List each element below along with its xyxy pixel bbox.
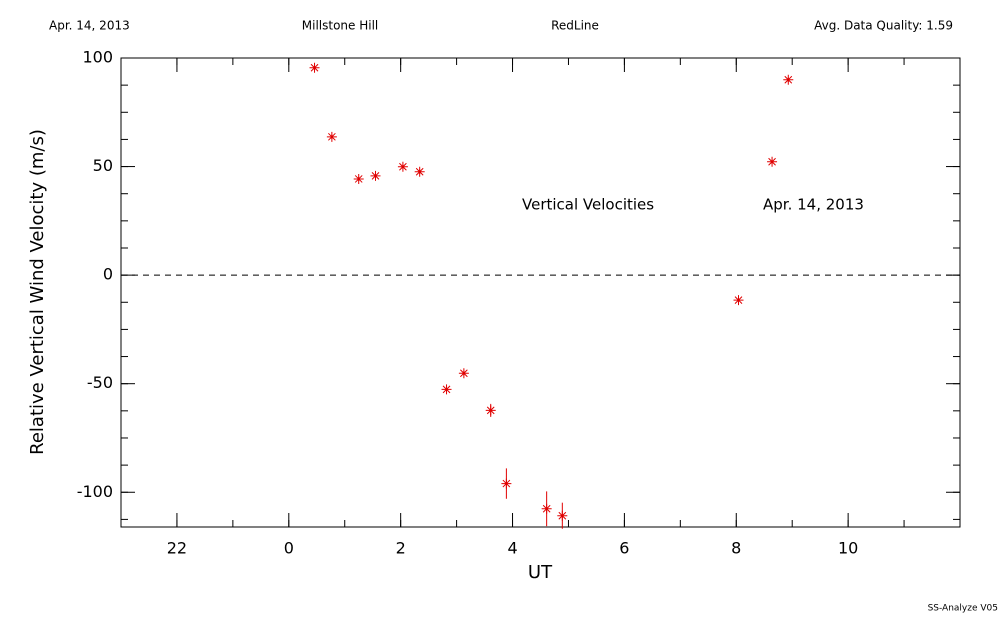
point <box>541 503 552 514</box>
point <box>485 405 496 416</box>
x-tick-label: 4 <box>507 539 517 558</box>
x-tick-label: 8 <box>731 539 741 558</box>
x-axis-label: UT <box>528 562 553 583</box>
x-tick-label: 22 <box>167 539 187 558</box>
header-quality: Avg. Data Quality: 1.59 <box>814 19 953 33</box>
point <box>326 131 337 142</box>
point <box>767 156 778 167</box>
point <box>414 166 425 177</box>
point <box>733 295 744 306</box>
y-tick-label: -50 <box>87 373 113 392</box>
annotation: Apr. 14, 2013 <box>763 196 864 214</box>
footer: SS-Analyze V05 <box>928 604 998 614</box>
x-tick-label: 0 <box>284 539 294 558</box>
point <box>309 62 320 73</box>
point <box>783 74 794 85</box>
y-tick-label: -100 <box>77 482 113 501</box>
x-tick-label: 6 <box>619 539 629 558</box>
plot-frame <box>120 57 961 528</box>
point <box>441 384 452 395</box>
point <box>370 170 381 181</box>
y-tick-label: 0 <box>103 265 113 284</box>
point <box>353 173 364 184</box>
y-tick-label: 50 <box>93 156 113 175</box>
point <box>458 368 469 379</box>
y-axis-label: Relative Vertical Wind Velocity (m/s) <box>27 129 48 455</box>
header-instrument: RedLine <box>551 19 599 33</box>
x-tick-label: 10 <box>838 539 858 558</box>
x-tick-label: 2 <box>396 539 406 558</box>
point <box>501 478 512 489</box>
y-tick-label: 100 <box>82 48 113 67</box>
header-date: Apr. 14, 2013 <box>49 19 130 33</box>
point <box>397 161 408 172</box>
annotation: Vertical Velocities <box>522 196 654 214</box>
header-site: Millstone Hill <box>302 19 378 33</box>
point <box>557 510 568 521</box>
